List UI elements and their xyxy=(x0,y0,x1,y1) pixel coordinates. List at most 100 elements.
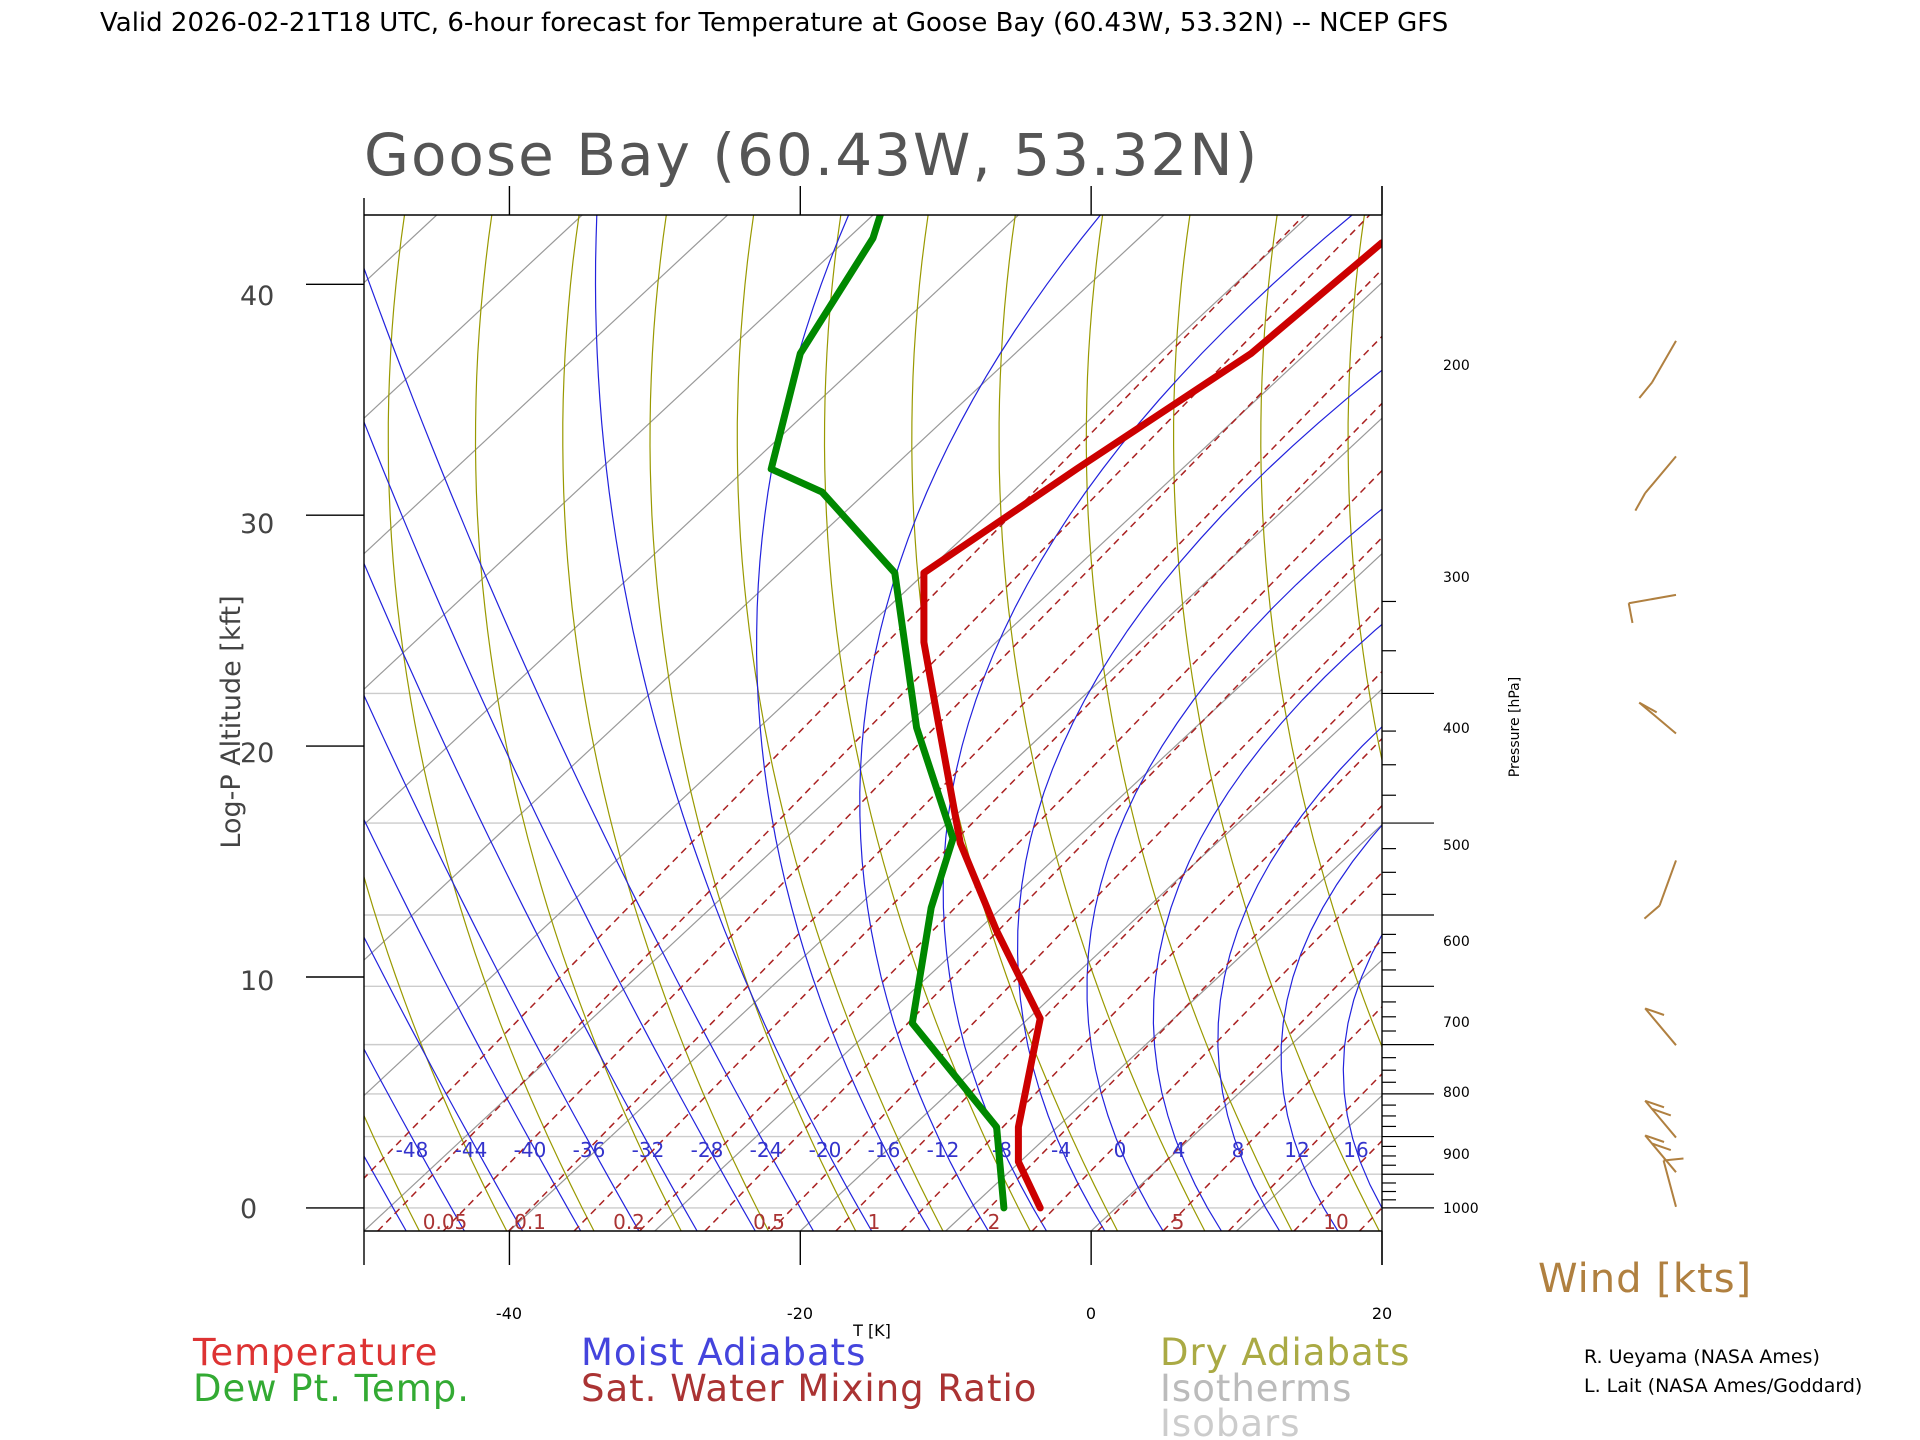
pressure-tick-label-700: 700 xyxy=(1443,1015,1470,1031)
wind-barb-feather xyxy=(1644,1134,1665,1143)
pressure-tick-label-1000: 1000 xyxy=(1443,1201,1479,1217)
isotherm-line xyxy=(1527,215,1920,1231)
dry-adiabat-line xyxy=(1172,215,1380,1231)
mixing-ratio-line xyxy=(639,469,1382,1231)
wind-barb-feather xyxy=(1651,1107,1672,1117)
moist-adiabat-line xyxy=(0,215,174,1231)
isotherm-line xyxy=(945,823,1382,1231)
mixing-ratio-labels: 0.05 0.1 0.2 0.5 1 2 5 10 xyxy=(423,1210,1349,1234)
mixing-ratio-line xyxy=(573,402,1382,1231)
moist-adiabat-label: -44 xyxy=(455,1138,488,1162)
moist-adiabat-line xyxy=(859,215,1101,1231)
mixing-ratio-line xyxy=(1031,871,1382,1231)
mixing-ratio-line xyxy=(1883,215,1920,1231)
moist-adiabat-label: -28 xyxy=(691,1138,724,1162)
x-tick-label-neg20: -20 xyxy=(787,1304,813,1323)
moist-adiabat-line xyxy=(0,215,348,1231)
wind-barb-feather xyxy=(1644,1099,1665,1109)
moist-adiabat-line xyxy=(364,420,756,1231)
dry-adiabat-line xyxy=(1610,215,1816,1231)
moist-adiabat-labels: -48 -44 -40 -36 -32 -28 -24 -20 -16 -12 -8 -4 0 4 8 12 1… xyxy=(396,1138,1369,1162)
dry-adiabat-line xyxy=(562,215,770,1231)
mixing-ratio-line xyxy=(769,603,1382,1231)
dry-adiabat-line xyxy=(1784,215,1920,1231)
legend-temperature: Temperature xyxy=(192,1331,438,1374)
dry-adiabat-line xyxy=(998,215,1206,1231)
dry-adiabat-line xyxy=(1523,215,1729,1231)
mixing-ratio-line xyxy=(900,737,1382,1231)
dry-adiabat-line xyxy=(736,215,944,1231)
dry-adiabat-line xyxy=(911,215,1119,1231)
dry-adiabat-line xyxy=(1872,215,1920,1231)
wind-label: Wind [kts] xyxy=(1538,1256,1752,1302)
moist-adiabat-line xyxy=(1086,508,1382,1231)
isotherm-line xyxy=(1090,959,1382,1231)
moist-adiabat-line xyxy=(1152,623,1382,1231)
moist-adiabat-line xyxy=(1217,725,1382,1231)
legend-dry-adiabats: Dry Adiabats xyxy=(1160,1331,1410,1374)
moist-adiabat-line xyxy=(364,818,582,1231)
y2-axis-label: Pressure [hPa] xyxy=(1507,677,1523,777)
pressure-tick-label-200: 200 xyxy=(1443,358,1470,374)
moist-adiabat-line xyxy=(364,266,814,1231)
mixing-ratio-line xyxy=(704,536,1382,1231)
mixing-ratio-line xyxy=(1621,215,1920,1231)
moist-adiabat-label: 4 xyxy=(1173,1138,1186,1162)
wind-barb-shaft xyxy=(1638,701,1677,735)
moist-adiabat-label: -32 xyxy=(632,1138,665,1162)
legend-mixing-ratio: Sat. Water Mixing Ratio xyxy=(581,1367,1037,1410)
dry-adiabat-line xyxy=(823,215,1031,1231)
dry-adiabat-line xyxy=(0,215,158,1231)
isotherm-line xyxy=(1236,1094,1382,1231)
dry-adiabat-line xyxy=(364,874,508,1231)
dry-adiabat-line xyxy=(0,215,70,1231)
mixing-ratio-line xyxy=(508,335,1382,1231)
mixing-ratio-line xyxy=(377,215,1371,1231)
moist-adiabat-line xyxy=(364,935,524,1231)
moist-adiabat-line xyxy=(755,215,931,1231)
wind-barb-feather xyxy=(1627,603,1634,624)
moist-adiabat-label: 8 xyxy=(1232,1138,1245,1162)
moist-adiabat-label: -48 xyxy=(396,1138,429,1162)
moist-adiabat-line xyxy=(364,561,698,1231)
wind-barb-shaft xyxy=(1628,593,1677,605)
y-tick-label-40: 40 xyxy=(240,281,274,312)
mixing-ratio-line xyxy=(1818,215,1920,1231)
legend-dewpoint: Dew Pt. Temp. xyxy=(193,1367,470,1410)
mixing-ratio-label: 0.1 xyxy=(514,1210,546,1234)
mixing-ratio-label: 0.5 xyxy=(753,1210,785,1234)
mixing-ratio-label: 2 xyxy=(988,1210,1001,1234)
moist-adiabat-label: -20 xyxy=(809,1138,842,1162)
profiles xyxy=(767,215,1382,1212)
moist-adiabat-line xyxy=(594,215,873,1231)
mixing-ratio-label: 0.05 xyxy=(423,1210,468,1234)
dry-adiabat-line xyxy=(1347,215,1382,764)
moist-adiabat-line xyxy=(1280,824,1382,1231)
dry-adiabat-line xyxy=(1697,215,1903,1231)
isotherm-line xyxy=(364,281,1382,1231)
y-tick-label-30: 30 xyxy=(240,509,274,540)
moist-adiabat-line xyxy=(364,1154,407,1231)
moist-adiabat-line xyxy=(942,215,1353,1231)
pressure-tick-label-900: 900 xyxy=(1443,1147,1470,1163)
mixing-ratio-line xyxy=(1752,215,1920,1231)
pressure-tick-label-400: 400 xyxy=(1443,721,1470,737)
dry-adiabat-line xyxy=(39,215,245,1231)
legend-isobars: Isobars xyxy=(1160,1402,1300,1440)
mixing-ratio-line xyxy=(1425,215,1920,1231)
moist-adiabat-label: -36 xyxy=(573,1138,606,1162)
wind-barb-feather xyxy=(1643,904,1661,920)
moist-adiabat-line xyxy=(364,694,640,1231)
pressure-tick-label-800: 800 xyxy=(1443,1085,1470,1101)
legend-moist-adiabats: Moist Adiabats xyxy=(581,1331,866,1374)
moist-adiabat-label: -4 xyxy=(1051,1138,1071,1162)
moist-adiabat-line xyxy=(0,215,232,1231)
wind-barb-feather xyxy=(1634,492,1647,512)
chart-title: Goose Bay (60.43W, 53.32N) xyxy=(364,121,1259,189)
mixing-ratio-line xyxy=(1490,215,1920,1231)
mixing-ratio-line xyxy=(835,670,1382,1231)
wind-barb-feather xyxy=(1651,1142,1672,1152)
dry-adiabat-line xyxy=(1085,215,1293,1231)
moist-adiabat-label: -24 xyxy=(750,1138,783,1162)
moist-adiabat-label: 16 xyxy=(1343,1138,1368,1162)
